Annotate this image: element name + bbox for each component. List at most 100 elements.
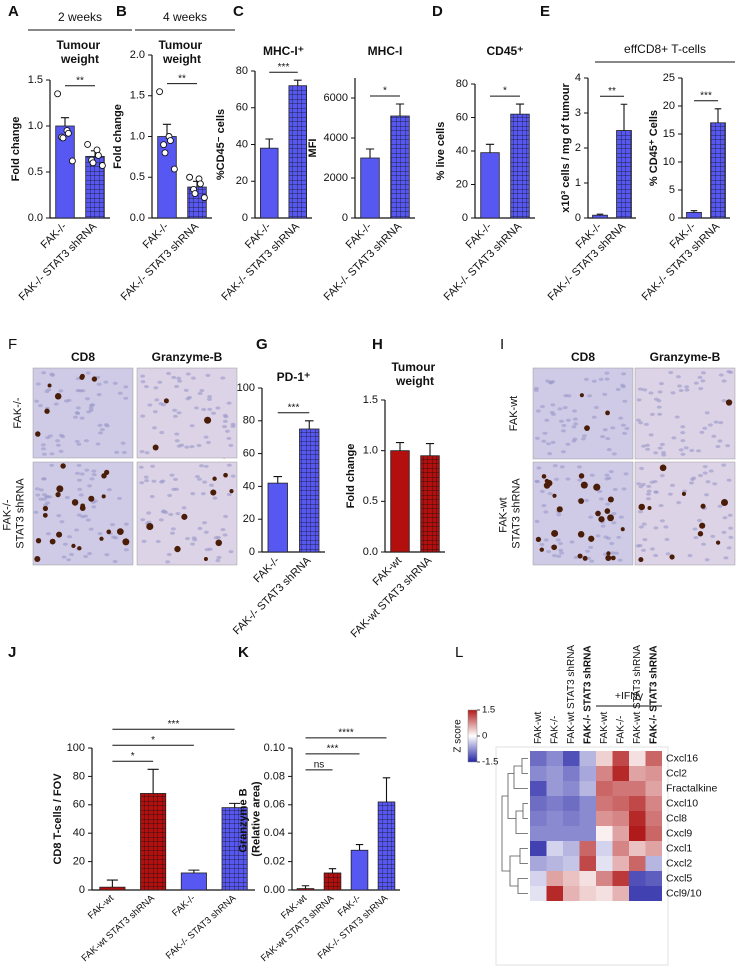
nucleus (208, 483, 214, 487)
nucleus (49, 463, 55, 467)
nucleus (185, 397, 191, 401)
significance-label: * (131, 751, 135, 762)
nucleus (620, 385, 626, 389)
data-point (94, 151, 102, 159)
bar (510, 113, 530, 219)
nucleus (659, 519, 665, 523)
heatmap-cell (546, 811, 563, 826)
nucleus (602, 428, 608, 432)
heatmap-cell (596, 826, 613, 841)
stained-cell (551, 529, 559, 537)
nucleus (638, 485, 644, 489)
micrograph-column-label: CD8 (71, 350, 95, 364)
heatmap-cell (596, 766, 613, 781)
nucleus (211, 411, 217, 415)
stained-cell (669, 554, 675, 560)
y-axis-label: % CD45⁺ Cells (648, 110, 660, 186)
stained-cell (721, 498, 728, 506)
nucleus (580, 437, 586, 441)
stained-cell (223, 472, 228, 478)
error-bar (395, 442, 405, 451)
data-point (68, 157, 76, 165)
nucleus (104, 553, 110, 557)
nucleus (174, 439, 180, 443)
nucleus (688, 481, 694, 485)
micrograph-row-label: FAK-wt STAT3 shRNA (497, 478, 522, 549)
nucleus (612, 487, 618, 492)
heatmap-cell (645, 841, 662, 856)
significance-label: ** (608, 86, 616, 97)
nucleus (701, 542, 707, 546)
heatmap-cell (546, 766, 563, 781)
heatmap-cell (596, 811, 613, 826)
nucleus (33, 510, 39, 514)
stained-cell (79, 374, 85, 380)
nucleus (140, 518, 146, 522)
dendrogram (521, 758, 528, 774)
stained-cell (210, 489, 217, 496)
nucleus (598, 377, 604, 381)
nucleus (642, 538, 648, 542)
nucleus (704, 411, 710, 415)
nucleus (641, 444, 647, 448)
heatmap-cell (563, 886, 580, 901)
significance-label: *** (278, 62, 290, 73)
nucleus (167, 493, 173, 498)
nucleus (193, 406, 199, 410)
nucleus (722, 516, 728, 520)
nucleus (143, 385, 149, 389)
data-point (89, 159, 97, 167)
panel-letter: I (500, 336, 504, 353)
y-tick-label: 40 (456, 145, 468, 157)
heatmap-cell (645, 886, 662, 901)
nucleus (183, 388, 189, 392)
nucleus (726, 478, 732, 482)
nucleus (675, 375, 681, 379)
error-bar (620, 103, 628, 131)
nucleus (85, 371, 91, 375)
nucleus (653, 553, 659, 558)
nucleus (222, 419, 228, 423)
heatmap-cell (596, 871, 613, 886)
stained-cell (56, 531, 63, 538)
bar (296, 888, 315, 891)
bar (390, 450, 410, 553)
nucleus (184, 445, 190, 449)
nucleus (687, 553, 693, 558)
nucleus (558, 419, 564, 423)
panel-letter: F (8, 336, 17, 353)
y-tick-label: 80 (456, 78, 468, 90)
y-label-group: Granzyme B (Relative area) (237, 781, 262, 857)
nucleus (618, 416, 624, 420)
error-bar (147, 768, 159, 794)
nucleus (74, 411, 80, 415)
error-bar (596, 213, 604, 216)
row-label: Cxcl10 (666, 797, 698, 809)
nucleus (674, 415, 680, 419)
nucleus (726, 546, 732, 550)
nucleus (169, 473, 175, 477)
heatmap-cell (629, 826, 646, 841)
nucleus (38, 497, 44, 501)
y-tick-label: 0.04 (264, 827, 285, 839)
stained-cell (163, 398, 169, 404)
y-label-group: x10³ cells / mg of tumour (560, 82, 572, 212)
error-bar (714, 108, 722, 123)
heatmap-cell (546, 826, 563, 841)
nucleus (103, 423, 109, 427)
nucleus (635, 418, 641, 422)
nucleus (157, 380, 163, 384)
nucleus (565, 418, 571, 422)
nucleus (89, 477, 95, 481)
stained-cell (593, 483, 601, 491)
y-tick-label: 0 (249, 546, 255, 558)
error-bar (328, 868, 337, 873)
y-tick-label: 1.0 (363, 445, 378, 457)
nucleus (535, 409, 541, 413)
nucleus (165, 560, 171, 564)
nucleus (646, 484, 652, 488)
y-tick-label: 0.02 (264, 856, 285, 868)
colorbar-tick-label: 1.5 (482, 705, 495, 716)
nucleus (69, 552, 75, 557)
